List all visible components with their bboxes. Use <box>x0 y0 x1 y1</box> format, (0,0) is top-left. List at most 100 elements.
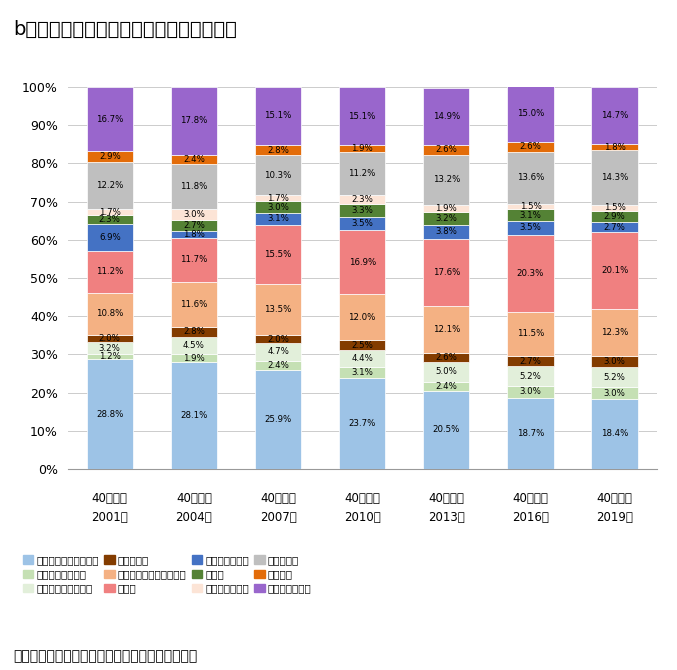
Bar <box>339 366 385 379</box>
Text: 3.0%: 3.0% <box>267 202 289 212</box>
Bar <box>255 336 301 343</box>
Text: 12.1%: 12.1% <box>433 325 460 334</box>
Text: 2.8%: 2.8% <box>183 328 205 336</box>
Text: 2.7%: 2.7% <box>519 356 542 366</box>
Text: 12.2%: 12.2% <box>96 181 123 190</box>
Text: 1.5%: 1.5% <box>519 202 542 211</box>
Bar <box>255 284 301 336</box>
Bar <box>171 230 217 238</box>
Bar <box>255 201 301 213</box>
Text: 40歳以上: 40歳以上 <box>596 492 632 505</box>
Text: 2010年: 2010年 <box>344 511 380 524</box>
Bar <box>171 282 217 326</box>
Bar <box>171 86 217 155</box>
Text: 14.3%: 14.3% <box>601 174 628 182</box>
Text: 2.7%: 2.7% <box>604 222 626 232</box>
Text: 3.2%: 3.2% <box>435 214 457 223</box>
Text: 3.1%: 3.1% <box>351 368 373 377</box>
Bar <box>87 359 133 469</box>
Text: 13.2%: 13.2% <box>433 176 460 184</box>
Text: （注）その他疾患・わからない・不詳を含まない: （注）その他疾患・わからない・不詳を含まない <box>14 649 198 663</box>
Bar <box>592 387 638 399</box>
Text: 11.5%: 11.5% <box>517 330 544 338</box>
Legend: 脳血管疾患（脳卒中）, 心疾患（心臓病）, 悪性新生物（がん）, 呼吸器疾患, 関節疾患（リウマチ等）, 認知症, パーキンソン病, 糖尿病, 視覚・聴覚障害,: 脳血管疾患（脳卒中）, 心疾患（心臓病）, 悪性新生物（がん）, 呼吸器疾患, … <box>19 551 315 598</box>
Bar <box>423 306 469 352</box>
Bar <box>255 224 301 284</box>
Text: 18.4%: 18.4% <box>601 429 628 438</box>
Bar <box>339 145 385 152</box>
Text: 3.2%: 3.2% <box>99 344 121 353</box>
Text: b．介護が必要となった主な原因の構成比: b．介護が必要となった主な原因の構成比 <box>14 20 238 39</box>
Text: 1.9%: 1.9% <box>183 354 204 362</box>
Bar <box>255 343 301 361</box>
Text: 3.0%: 3.0% <box>519 387 542 397</box>
Bar <box>171 337 217 354</box>
Bar <box>507 84 554 142</box>
Text: 15.0%: 15.0% <box>517 109 544 117</box>
Text: 1.7%: 1.7% <box>99 208 121 216</box>
Bar <box>171 238 217 282</box>
Bar <box>87 88 133 151</box>
Bar <box>87 151 133 162</box>
Text: 5.0%: 5.0% <box>435 368 457 377</box>
Bar <box>339 88 385 145</box>
Bar <box>423 145 469 155</box>
Bar <box>339 204 385 216</box>
Bar <box>339 340 385 350</box>
Text: 11.2%: 11.2% <box>349 170 376 178</box>
Bar <box>507 312 554 356</box>
Text: 1.2%: 1.2% <box>99 352 121 361</box>
Bar <box>339 230 385 295</box>
Text: 18.7%: 18.7% <box>517 429 544 438</box>
Text: 2016年: 2016年 <box>512 511 549 524</box>
Bar <box>592 399 638 469</box>
Text: 17.6%: 17.6% <box>433 268 460 277</box>
Bar <box>255 213 301 224</box>
Bar <box>339 379 385 469</box>
Text: 14.7%: 14.7% <box>601 111 628 120</box>
Text: 3.0%: 3.0% <box>183 210 205 219</box>
Bar <box>171 326 217 337</box>
Text: 2.4%: 2.4% <box>435 382 457 391</box>
Text: 1.8%: 1.8% <box>604 143 626 151</box>
Text: 12.3%: 12.3% <box>601 328 628 337</box>
Bar <box>507 366 554 386</box>
Bar <box>87 216 133 224</box>
Bar <box>592 143 638 151</box>
Text: 12.0%: 12.0% <box>349 313 376 322</box>
Text: 17.8%: 17.8% <box>180 116 208 125</box>
Text: 6.9%: 6.9% <box>99 233 121 242</box>
Bar <box>507 221 554 234</box>
Text: 2.7%: 2.7% <box>183 221 205 230</box>
Text: 2.9%: 2.9% <box>99 152 121 161</box>
Bar <box>507 142 554 151</box>
Text: 25.9%: 25.9% <box>265 415 292 424</box>
Bar <box>255 145 301 155</box>
Text: 11.6%: 11.6% <box>180 300 208 309</box>
Bar <box>423 352 469 362</box>
Text: 15.1%: 15.1% <box>349 112 376 121</box>
Bar <box>507 386 554 397</box>
Bar <box>171 220 217 230</box>
Bar <box>507 397 554 469</box>
Text: 1.9%: 1.9% <box>351 144 373 153</box>
Text: 11.2%: 11.2% <box>96 267 123 277</box>
Bar <box>339 295 385 340</box>
Text: 2.3%: 2.3% <box>99 215 121 224</box>
Text: 4.4%: 4.4% <box>351 354 373 362</box>
Bar <box>171 155 217 164</box>
Text: 11.8%: 11.8% <box>180 182 208 191</box>
Bar <box>592 88 638 143</box>
Text: 40歳以上: 40歳以上 <box>92 492 128 505</box>
Bar <box>255 155 301 195</box>
Bar <box>339 350 385 366</box>
Text: 14.9%: 14.9% <box>433 112 460 121</box>
Bar <box>87 224 133 251</box>
Bar <box>423 224 469 239</box>
Bar <box>87 209 133 216</box>
Text: 13.5%: 13.5% <box>264 305 292 314</box>
Text: 2.0%: 2.0% <box>99 334 121 343</box>
Text: 5.2%: 5.2% <box>519 372 542 381</box>
Text: 40歳以上: 40歳以上 <box>345 492 380 505</box>
Text: 28.1%: 28.1% <box>180 411 208 420</box>
